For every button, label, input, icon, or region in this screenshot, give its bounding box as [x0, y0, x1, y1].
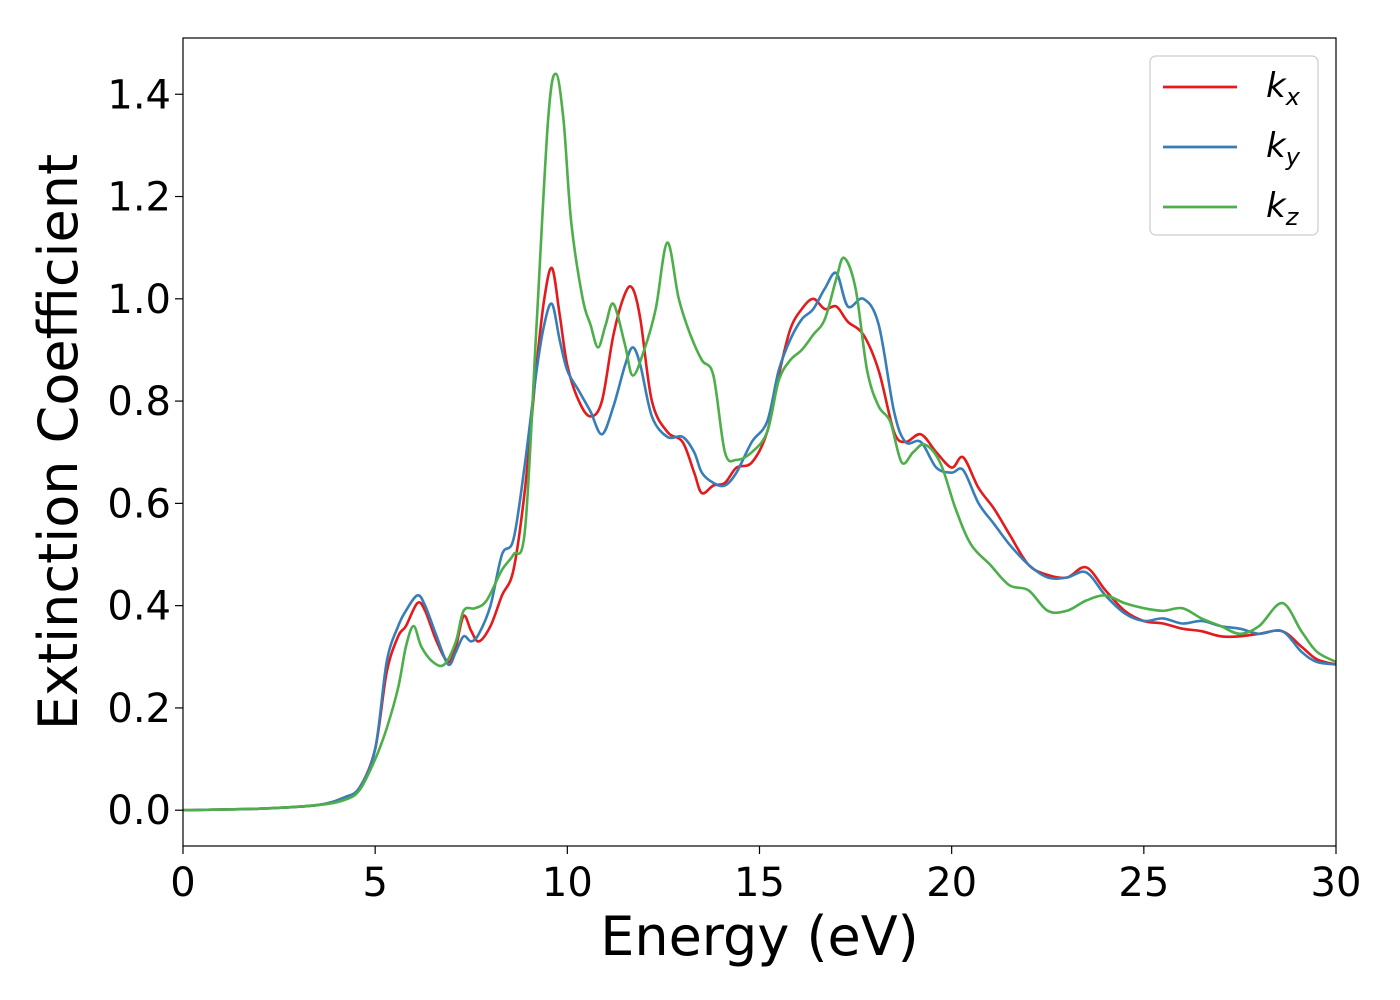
x-tick-label: 15 — [734, 860, 785, 906]
y-tick-label: 1.0 — [107, 277, 171, 323]
x-tick-label: 0 — [170, 860, 195, 906]
legend-item-kx: kx — [1163, 66, 1301, 111]
x-tick-label: 25 — [1118, 860, 1169, 906]
y-tick-label: 0.2 — [107, 686, 171, 732]
x-tick-label: 5 — [362, 860, 387, 906]
series-line-kx — [183, 266, 1336, 812]
y-tick-label: 1.2 — [107, 175, 171, 221]
y-tick-label: 0.0 — [107, 788, 171, 834]
y-tick-label: 0.4 — [107, 584, 171, 630]
series-line-kz — [183, 72, 1336, 812]
x-tick-label: 20 — [926, 860, 977, 906]
x-tick-label: 30 — [1311, 860, 1362, 906]
y-axis-title: Extinction Coefficient — [27, 154, 90, 730]
y-axis: 0.0 0.2 0.4 0.6 0.8 1.0 1.2 1.4 — [107, 72, 183, 834]
y-tick-label: 0.6 — [107, 481, 171, 527]
x-axis-title: Energy (eV) — [600, 905, 919, 968]
legend-frame — [1149, 55, 1319, 236]
y-tick-label: 0.8 — [107, 379, 171, 425]
series-layer — [183, 72, 1336, 812]
series-line-ky — [183, 271, 1336, 812]
x-axis: 0 5 10 15 20 25 30 — [170, 846, 1361, 906]
y-tick-label: 1.4 — [107, 72, 171, 118]
x-tick-label: 10 — [542, 860, 593, 906]
